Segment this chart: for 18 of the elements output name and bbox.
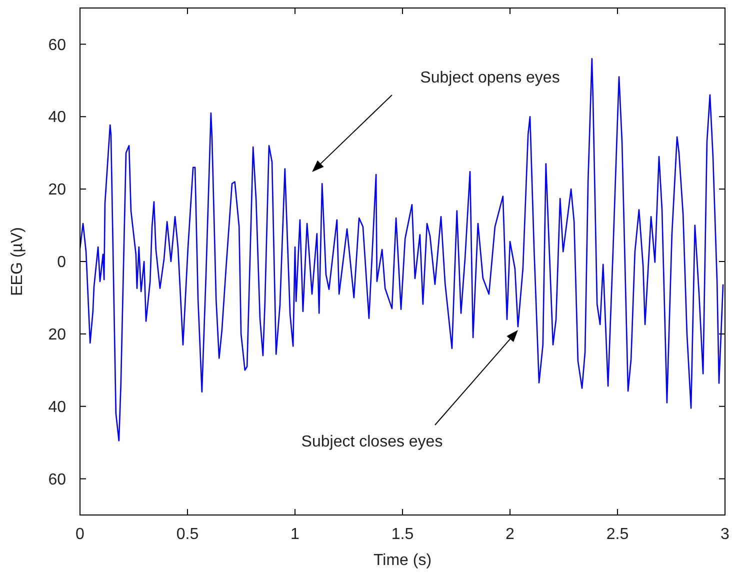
y-tick-label: 0 xyxy=(57,254,66,272)
y-tick-label: 20 xyxy=(48,326,66,344)
y-tick-label: 40 xyxy=(48,398,66,416)
x-tick-label: 3 xyxy=(720,526,730,543)
x-tick-label: 2.5 xyxy=(606,526,629,543)
y-tick-label: 40 xyxy=(48,109,66,126)
x-axis-title: Time (s) xyxy=(373,552,432,569)
x-tick-label: 1.5 xyxy=(391,526,414,543)
x-tick-label: 2 xyxy=(506,526,515,543)
y-tick-label: 20 xyxy=(48,182,66,199)
y-tick-label: 60 xyxy=(48,36,66,54)
y-tick-label: 60 xyxy=(48,471,66,488)
annotation: Subject opens eyes xyxy=(420,70,560,87)
x-tick-label: 0 xyxy=(76,526,85,543)
x-tick-label: 0.5 xyxy=(176,526,199,543)
annotation: Subject closes eyes xyxy=(301,434,443,451)
y-axis-title: EEG (µV) xyxy=(9,227,26,296)
x-tick-label: 1 xyxy=(290,526,300,543)
